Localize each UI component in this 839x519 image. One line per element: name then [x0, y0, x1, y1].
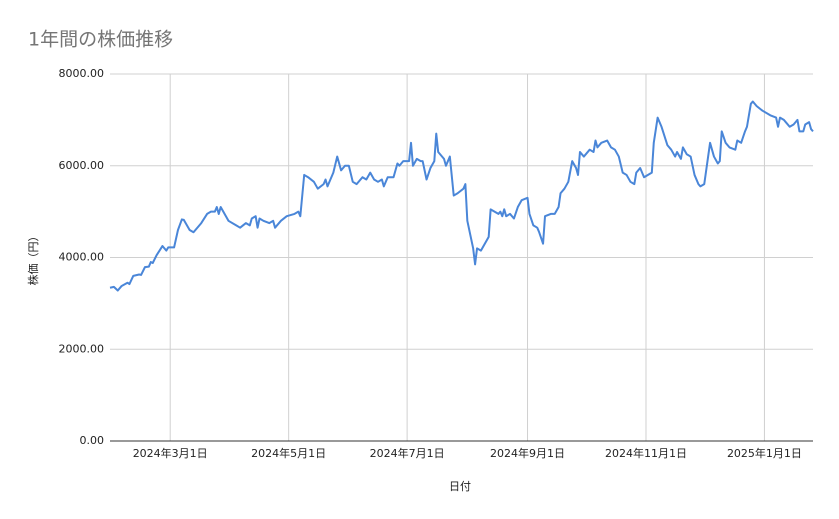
y-tick-label: 0.00 — [80, 434, 105, 447]
y-tick-label: 4000.00 — [59, 251, 105, 264]
y-tick-label: 2000.00 — [59, 342, 105, 355]
data-line — [109, 100, 814, 292]
y-axis-label: 株価（円） — [26, 231, 40, 286]
y-tick-label: 6000.00 — [59, 159, 105, 172]
x-tick-label: 2024年9月1日 — [490, 446, 565, 460]
x-tick-label: 2024年5月1日 — [251, 446, 326, 460]
y-tick-label: 8000.00 — [59, 67, 105, 80]
x-tick-label: 2024年7月1日 — [370, 446, 445, 460]
x-tick-label: 2024年11月1日 — [605, 446, 687, 460]
x-tick-label: 2024年3月1日 — [133, 446, 208, 460]
x-axis-label: 日付 — [449, 480, 471, 493]
x-tick-label: 2025年1月1日 — [727, 446, 802, 460]
chart-title: 1年間の株価推移 — [28, 29, 173, 51]
